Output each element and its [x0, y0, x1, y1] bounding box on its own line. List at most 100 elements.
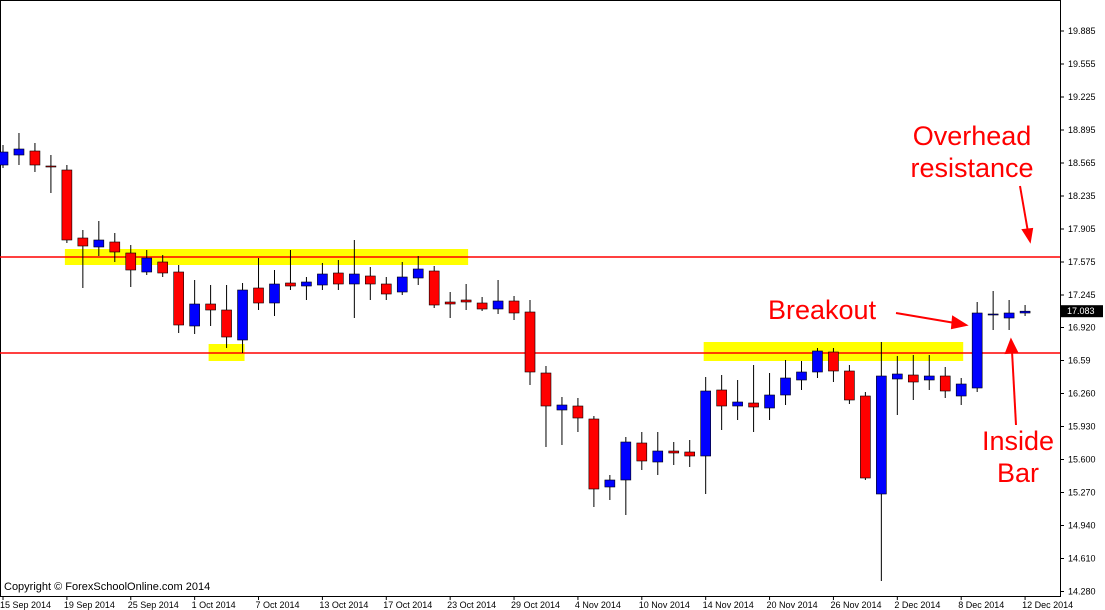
- candle-body: [285, 282, 296, 287]
- arrows: [895, 185, 1034, 426]
- candle-body: [13, 148, 25, 156]
- y-tick-label: 19.555: [1068, 59, 1096, 69]
- candle-body: [764, 394, 775, 409]
- y-tick-label: 18.895: [1068, 125, 1096, 135]
- candle-body: [444, 301, 456, 305]
- candle-body: [173, 271, 184, 326]
- x-tick-label: 29 Oct 2014: [511, 600, 560, 610]
- y-tick-label: 17.575: [1068, 257, 1096, 267]
- candle-body: [588, 418, 600, 490]
- y-tick-label: 16.59: [1068, 356, 1091, 366]
- candle-body: [652, 450, 664, 463]
- candle-body: [860, 395, 871, 479]
- y-tick-label: 17.905: [1068, 224, 1096, 234]
- annotation: resistance: [910, 153, 1033, 183]
- candle-body: [620, 441, 632, 481]
- x-tick-label: 25 Sep 2014: [128, 600, 179, 610]
- x-tick-label: 17 Oct 2014: [383, 600, 432, 610]
- x-tick-label: 1 Oct 2014: [192, 600, 236, 610]
- candle-body: [253, 287, 264, 304]
- candle-body: [317, 273, 328, 286]
- candle-body: [939, 375, 951, 392]
- y-tick-label: 15.270: [1068, 488, 1096, 498]
- candle-body: [349, 273, 360, 285]
- candle-body: [77, 237, 89, 247]
- candle-body: [971, 312, 983, 389]
- annotation: Bar: [997, 458, 1039, 488]
- candle-body: [412, 268, 424, 279]
- candle-body: [460, 299, 472, 303]
- candle-body: [907, 374, 919, 383]
- y-tick-label: 15.600: [1068, 455, 1096, 465]
- y-tick-label: 17.245: [1068, 290, 1096, 300]
- candle-body: [700, 390, 711, 457]
- y-tick-label: 14.610: [1068, 554, 1096, 564]
- candle-body: [476, 302, 488, 310]
- candle-body: [572, 405, 584, 419]
- x-tick-label: 13 Oct 2014: [319, 600, 368, 610]
- x-tick-label: 14 Nov 2014: [703, 600, 754, 610]
- candle-body: [876, 375, 887, 495]
- candle-body: [508, 300, 520, 314]
- candle-body: [29, 150, 41, 166]
- candle-body: [109, 241, 121, 253]
- candle-body: [205, 303, 216, 311]
- candle-body: [732, 401, 743, 407]
- x-tick-label: 26 Nov 2014: [830, 600, 881, 610]
- y-tick-label: 15.930: [1068, 422, 1096, 432]
- candle-body: [380, 283, 392, 295]
- candle-body: [365, 275, 376, 285]
- price-tag: [1061, 305, 1103, 318]
- candle-body: [1019, 310, 1031, 314]
- candle-body: [333, 272, 344, 285]
- candle-body: [428, 270, 440, 306]
- candle-body: [636, 442, 648, 462]
- candle-body: [748, 402, 759, 408]
- candle-body: [716, 389, 727, 407]
- x-tick-label: 12 Dec 2014: [1022, 600, 1073, 610]
- candle-body: [0, 151, 9, 166]
- candle-body: [125, 252, 137, 271]
- candle-body: [1003, 312, 1015, 319]
- candle-body: [684, 451, 696, 457]
- y-tick-label: 16.920: [1068, 323, 1096, 333]
- candle-body: [892, 373, 903, 380]
- candle-body: [844, 370, 855, 401]
- x-tick-label: 20 Nov 2014: [767, 600, 818, 610]
- candle-body: [269, 283, 280, 304]
- candle-body: [61, 169, 73, 241]
- x-tick-label: 2 Dec 2014: [894, 600, 940, 610]
- candle-body: [540, 372, 552, 407]
- y-tick-label: 16.260: [1068, 389, 1096, 399]
- plot-frame: [0, 0, 1061, 597]
- annotation: Inside: [982, 426, 1054, 456]
- x-tick-label: 15 Sep 2014: [0, 600, 51, 610]
- y-tick-label: 14.280: [1068, 587, 1096, 597]
- candle-body: [987, 313, 999, 316]
- candle-body: [157, 261, 168, 274]
- candle-body: [780, 377, 791, 396]
- copyright: Copyright © ForexSchoolOnline.com 2014: [4, 581, 210, 593]
- x-tick-label: 4 Nov 2014: [575, 600, 621, 610]
- candle-body: [524, 311, 536, 373]
- candle-body: [492, 300, 504, 310]
- candle-body: [955, 383, 967, 397]
- candle-body: [396, 276, 408, 293]
- candle-body: [221, 309, 232, 338]
- candle-body: [301, 281, 312, 287]
- candle-body: [668, 450, 680, 454]
- x-tick-label: 10 Nov 2014: [639, 600, 690, 610]
- candle-body: [828, 351, 839, 372]
- candle-body: [812, 350, 823, 373]
- candle-body: [796, 371, 807, 381]
- candle-body: [604, 479, 616, 488]
- x-tick-label: 7 Oct 2014: [256, 600, 300, 610]
- candle-body: [93, 239, 105, 248]
- y-tick-label: 19.225: [1068, 92, 1096, 102]
- price-tag-label: 17.083: [1067, 306, 1095, 316]
- candle-body: [923, 375, 935, 381]
- y-tick-label: 14.940: [1068, 521, 1096, 531]
- y-tick-label: 19.885: [1068, 26, 1096, 36]
- candle-body: [556, 404, 568, 411]
